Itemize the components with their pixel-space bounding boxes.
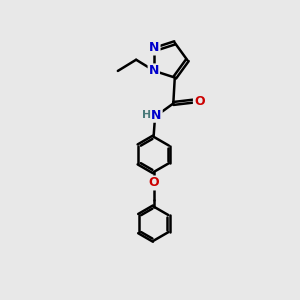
Text: O: O [194, 94, 205, 108]
Text: H: H [142, 110, 152, 120]
Text: N: N [151, 109, 162, 122]
Text: O: O [148, 176, 159, 190]
Text: N: N [149, 41, 160, 55]
Text: N: N [148, 64, 159, 77]
